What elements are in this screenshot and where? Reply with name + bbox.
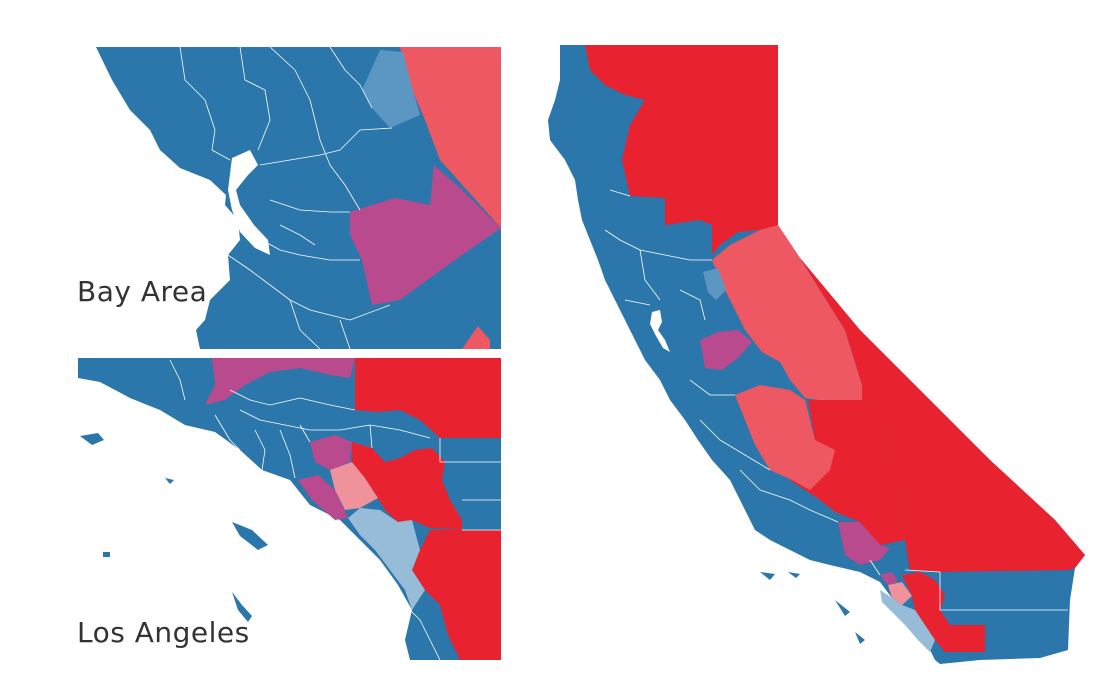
- la-region-rep-strong-south: [412, 530, 501, 660]
- la-island: [80, 433, 104, 445]
- ca-island: [835, 600, 850, 616]
- los-angeles-inset: [78, 358, 501, 660]
- bay-water: [228, 150, 270, 255]
- bay-region-dem-lean: [362, 50, 420, 128]
- ca-region-dem-lean: [703, 268, 726, 300]
- ca-region-rep-strong-north: [585, 45, 778, 255]
- la-region-dem-light: [348, 508, 425, 610]
- la-region-tossup-mid: [310, 435, 352, 470]
- bay-area-label: Bay Area: [77, 275, 208, 308]
- inset-divider: [78, 349, 501, 358]
- la-region-tossup-north: [205, 358, 355, 405]
- ca-island: [855, 632, 865, 644]
- ca-island: [760, 572, 775, 580]
- ca-region-rep-lean-mid: [735, 385, 835, 490]
- ca-region-rep-lean-valley: [712, 225, 862, 402]
- la-island: [103, 552, 110, 557]
- la-region-tossup-coast: [298, 475, 348, 520]
- ca-region-tossup-south: [838, 522, 890, 565]
- la-island: [232, 592, 252, 622]
- la-region-rep-strong-ne: [355, 358, 501, 438]
- ca-bay-water: [650, 310, 670, 352]
- ca-region-rep-strong-la: [902, 572, 985, 652]
- ca-region-tossup-north: [700, 330, 752, 370]
- bay-region-tossup: [350, 165, 501, 305]
- ca-region-rep-strong-east: [800, 258, 1085, 572]
- la-region-rep-strong-central: [352, 442, 462, 530]
- california-map: [548, 45, 1085, 664]
- ca-region-rep-light-la: [888, 582, 912, 605]
- la-island: [165, 478, 174, 484]
- bay-region-rep-small: [462, 326, 490, 349]
- la-island: [232, 522, 268, 550]
- la-region-rep-light: [330, 462, 378, 510]
- bay-region-rep-lean: [400, 47, 501, 228]
- la-land: [78, 358, 501, 660]
- ca-region-tossup-la: [880, 572, 898, 585]
- los-angeles-label: Los Angeles: [77, 616, 250, 649]
- ca-region-dem-light-la: [880, 590, 935, 652]
- ca-island: [788, 572, 800, 578]
- ca-region-rep-strong-central: [790, 400, 905, 545]
